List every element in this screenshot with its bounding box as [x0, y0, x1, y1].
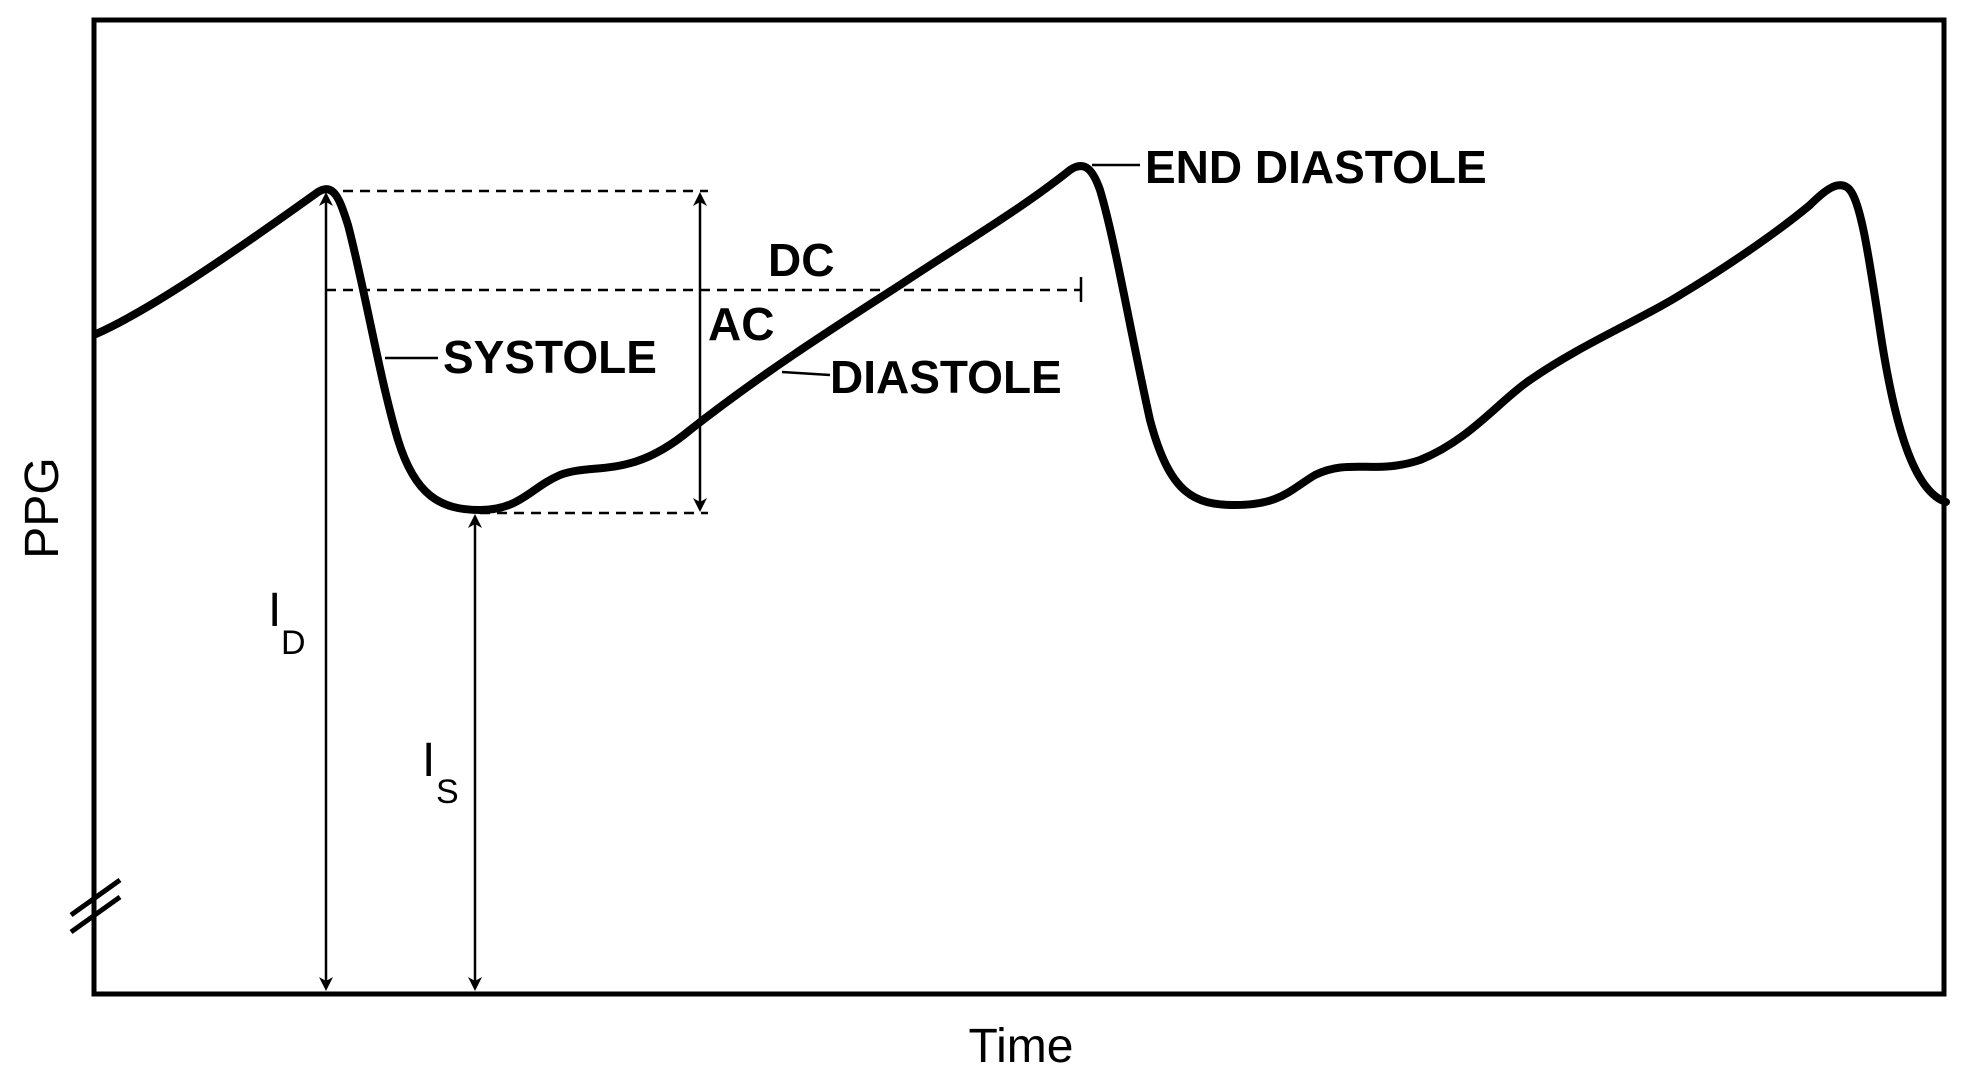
plot-frame	[91, 17, 1947, 997]
svg-text:S: S	[436, 773, 459, 811]
is-label: I S	[422, 734, 459, 811]
end-diastole-label: END DIASTOLE	[1145, 141, 1487, 193]
svg-text:D: D	[281, 624, 306, 662]
leader-lines	[385, 163, 1140, 377]
diastole-label: DIASTOLE	[830, 351, 1062, 403]
systole-label: SYSTOLE	[443, 331, 657, 383]
x-axis-label: Time	[969, 1020, 1074, 1073]
diastole-leader	[781, 370, 831, 377]
ac-label: AC	[708, 298, 774, 350]
measurement-arrows	[319, 192, 707, 991]
y-axis-label: PPG	[16, 457, 69, 558]
id-label: I D	[268, 584, 306, 662]
svg-text:I: I	[268, 584, 281, 637]
ppg-waveform	[92, 162, 1950, 514]
axis-break-icon	[69, 877, 122, 935]
svg-text:I: I	[422, 734, 435, 787]
dc-label: DC	[768, 234, 834, 286]
